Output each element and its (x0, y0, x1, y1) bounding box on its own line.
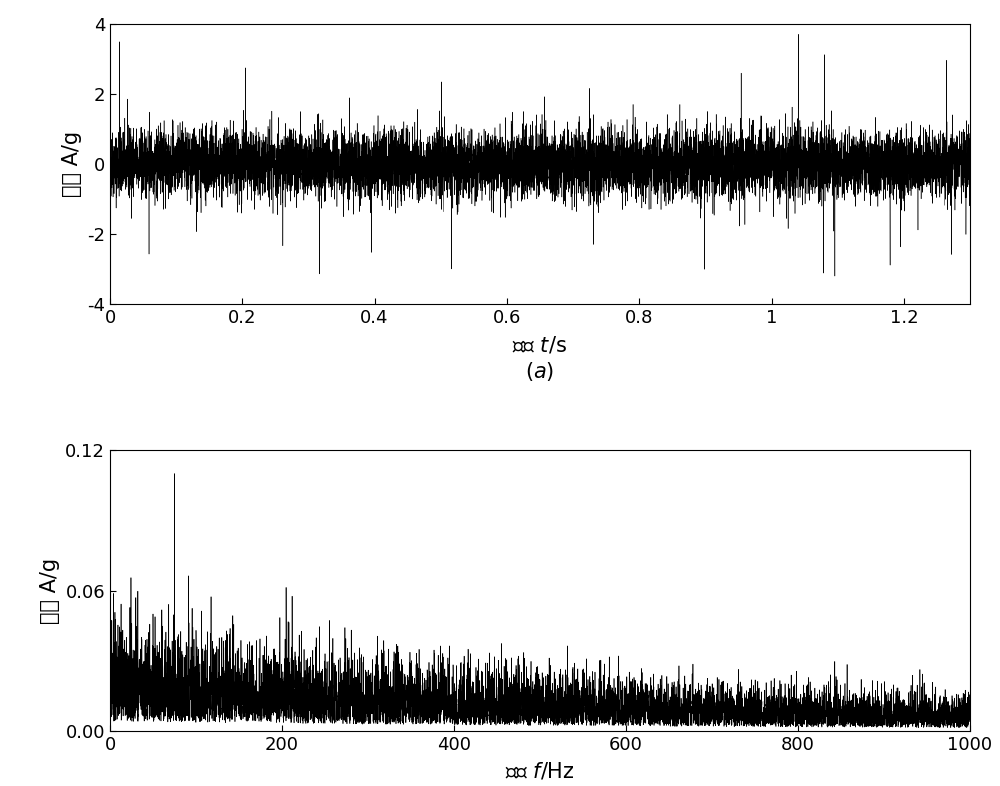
X-axis label: 频率 $f$/Hz: 频率 $f$/Hz (505, 761, 575, 782)
Y-axis label: 幅値 A/g: 幅値 A/g (40, 557, 60, 623)
Text: ($a$): ($a$) (525, 361, 555, 384)
Y-axis label: 幅値 A/g: 幅値 A/g (62, 131, 82, 197)
X-axis label: 时间 $t$/s: 时间 $t$/s (512, 334, 568, 355)
